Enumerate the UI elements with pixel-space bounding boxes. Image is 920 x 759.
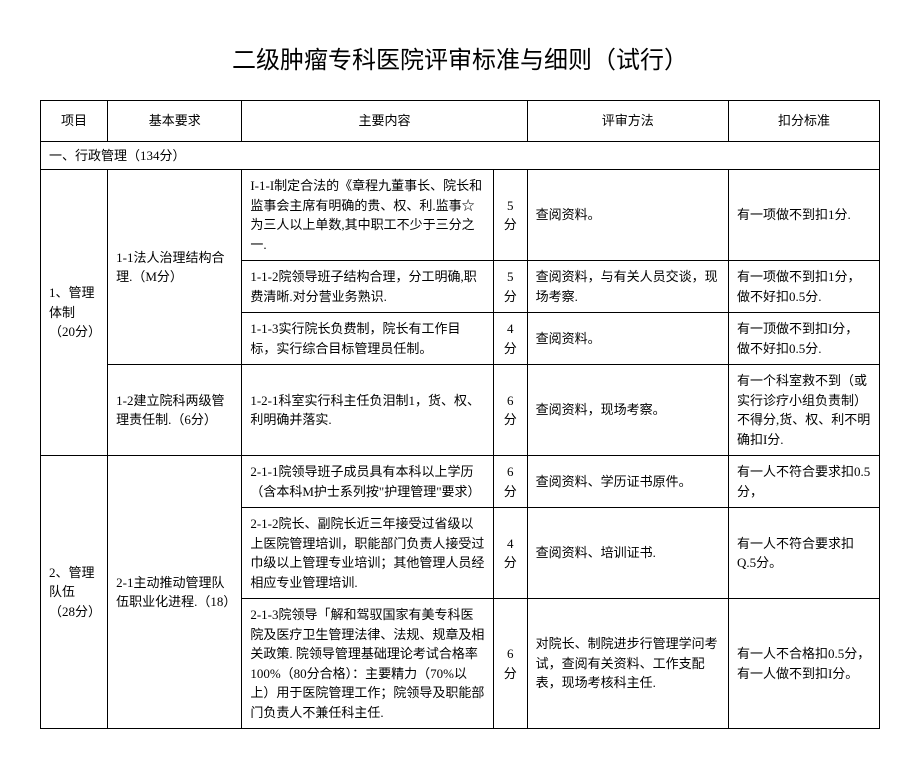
cell-score: 6分 bbox=[494, 365, 528, 456]
cell-deduct: 有一人不合格扣0.5分，有一人做不到扣I分。 bbox=[728, 599, 879, 729]
cell-basic: 2-1主动推动管理队伍职业化进程.（18） bbox=[108, 456, 242, 729]
table-row: 2、管理队伍（28分） 2-1主动推动管理队伍职业化进程.（18） 2-1-1院… bbox=[41, 456, 880, 508]
cell-method: 对院长、制院进步行管理学问考试，查阅有关资料、工作支配表，现场考核科主任. bbox=[527, 599, 728, 729]
cell-deduct: 有一人不符合要求扣0.5分， bbox=[728, 456, 879, 508]
cell-project: 2、管理队伍（28分） bbox=[41, 456, 108, 729]
cell-deduct: 有一项做不到扣1分，做不好扣0.5分. bbox=[728, 261, 879, 313]
table-header-row: 项目 基本要求 主要内容 评审方法 扣分标准 bbox=[41, 101, 880, 142]
page-title: 二级肿瘤专科医院评审标准与细则（试行） bbox=[40, 40, 880, 75]
evaluation-table: 项目 基本要求 主要内容 评审方法 扣分标准 一、行政管理（134分） 1、管理… bbox=[40, 100, 880, 729]
header-basic: 基本要求 bbox=[108, 101, 242, 142]
cell-basic: 1-1法人治理结构合理.（M分） bbox=[108, 170, 242, 365]
cell-score: 6分 bbox=[494, 456, 528, 508]
cell-basic: 1-2建立院科两级管理责任制.（6分） bbox=[108, 365, 242, 456]
cell-content: 2-1-3院领导「解和驾驭国家有美专科医院及医疗卫生管理法律、法规、规章及相关政… bbox=[242, 599, 494, 729]
cell-content: 1-2-1科室实行科主任负泪制1，货、权、利明确并落实. bbox=[242, 365, 494, 456]
cell-content: 2-1-2院长、副院长近三年接受过省级以上医院管理培训，职能部门负责人接受过巾级… bbox=[242, 508, 494, 599]
cell-content: 1-1-3实行院长负费制，院长有工作目标，实行综合目标管理员任制。 bbox=[242, 313, 494, 365]
section-1-title: 一、行政管理（134分） bbox=[41, 141, 880, 170]
table-row: 1-2建立院科两级管理责任制.（6分） 1-2-1科室实行科主任负泪制1，货、权… bbox=[41, 365, 880, 456]
cell-deduct: 有一个科室救不到（或实行诊疗小组负责制）不得分,货、权、利不明确扣I分. bbox=[728, 365, 879, 456]
header-content: 主要内容 bbox=[242, 101, 527, 142]
cell-deduct: 有一顶做不到扣I分，做不好扣0.5分. bbox=[728, 313, 879, 365]
cell-content: 2-1-1院领导班子成员具有本科以上学历（含本科M护士系列按"护理管理"要求） bbox=[242, 456, 494, 508]
header-project: 项目 bbox=[41, 101, 108, 142]
cell-score: 6分 bbox=[494, 599, 528, 729]
cell-score: 5分 bbox=[494, 261, 528, 313]
cell-score: 5分 bbox=[494, 170, 528, 261]
cell-deduct: 有一项做不到扣1分. bbox=[728, 170, 879, 261]
cell-method: 查阅资料，现场考察。 bbox=[527, 365, 728, 456]
header-deduct: 扣分标准 bbox=[728, 101, 879, 142]
cell-method: 查阅资料。 bbox=[527, 313, 728, 365]
table-row: 1、管理体制（20分） 1-1法人治理结构合理.（M分） I-1-I制定合法的《… bbox=[41, 170, 880, 261]
cell-method: 查阅资料、学历证书原件。 bbox=[527, 456, 728, 508]
cell-project: 1、管理体制（20分） bbox=[41, 170, 108, 456]
header-method: 评审方法 bbox=[527, 101, 728, 142]
cell-method: 查阅资料。 bbox=[527, 170, 728, 261]
cell-method: 查阅资料，与有关人员交谈，现场考察. bbox=[527, 261, 728, 313]
cell-content: 1-1-2院领导班子结构合理，分工明确,职费清晰.对分营业务熟识. bbox=[242, 261, 494, 313]
cell-deduct: 有一人不符合要求扣Q.5分。 bbox=[728, 508, 879, 599]
cell-method: 查阅资料、培训证书. bbox=[527, 508, 728, 599]
cell-score: 4分 bbox=[494, 313, 528, 365]
cell-content: I-1-I制定合法的《章程九董事长、院长和监事会主席有明确的贵、权、利.监事☆为… bbox=[242, 170, 494, 261]
cell-score: 4分 bbox=[494, 508, 528, 599]
section-header-row: 一、行政管理（134分） bbox=[41, 141, 880, 170]
